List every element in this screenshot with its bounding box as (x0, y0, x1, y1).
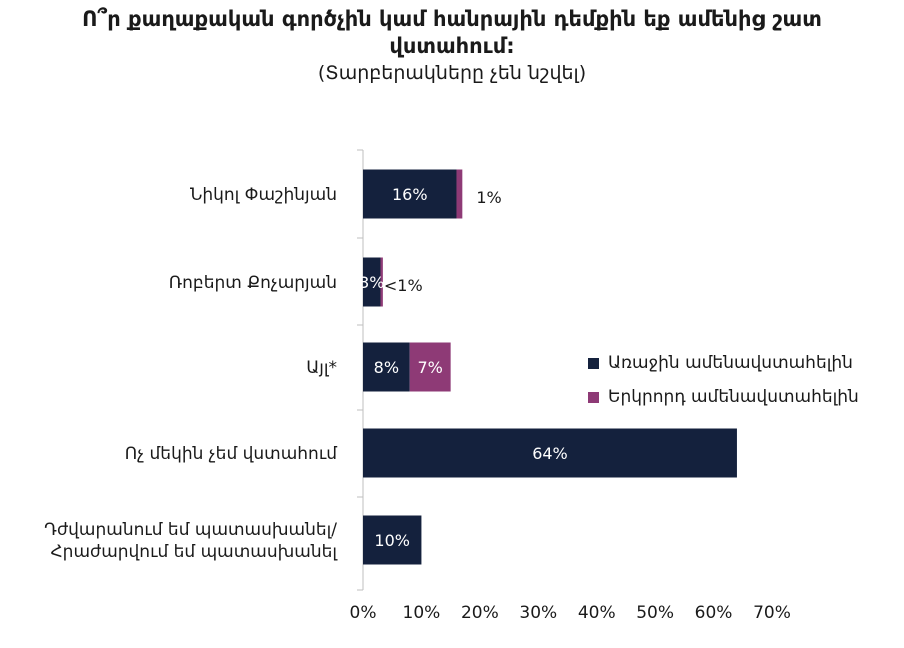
chart-title: Ո՞ր քաղաքական գործչին կամ հանրային դեմքի… (82, 7, 822, 58)
category-label: Հրաժարվում եմ պատասխանել (51, 542, 339, 562)
legend-swatch-first (588, 357, 599, 369)
x-tick-label: 50% (636, 603, 674, 623)
bar-second-trusted (409, 342, 451, 392)
bar-first-trusted (363, 515, 422, 565)
data-label-second: 7% (417, 358, 442, 377)
legend-swatch-second (588, 391, 599, 403)
x-tick-label: 30% (519, 603, 557, 623)
x-tick-label: 10% (403, 603, 441, 623)
category-label: Ռոբերտ Քոչարյան (169, 273, 337, 293)
x-tick-label: 70% (753, 603, 791, 623)
data-label-first: 64% (532, 444, 568, 463)
bar-first-trusted (363, 257, 381, 307)
chart-subtitle: (Տարբերակները չեն նշվել) (317, 62, 587, 84)
bar-second-trusted (380, 257, 383, 307)
data-label-first: 8% (374, 358, 399, 377)
x-tick-label: 60% (695, 603, 733, 623)
category-label: Ոչ մեկին չեմ վստահում (125, 444, 337, 464)
bar-second-trusted (456, 169, 463, 219)
category-label: Նիկոլ Փաշինյան (190, 185, 337, 205)
legend-item-first: Առաջին ամենավստահելին (588, 350, 859, 376)
category-label: Այլ* (306, 358, 337, 378)
data-label-second: <1% (384, 276, 423, 295)
legend-item-second: Երկրորդ ամենավստահելին (588, 384, 859, 410)
legend-label-second: Երկրորդ ամենավստահելին (608, 387, 859, 407)
x-tick-label: 40% (578, 603, 616, 623)
data-label-first: 16% (392, 185, 428, 204)
chart-header: Ո՞ր քաղաքական գործչին կամ հանրային դեմքի… (0, 6, 904, 86)
x-tick-label: 20% (461, 603, 499, 623)
chart-legend: Առաջին ամենավստահելին Երկրորդ ամենավստահ… (588, 350, 859, 418)
bar-first-trusted (363, 342, 410, 392)
legend-label-first: Առաջին ամենավստահելին (608, 353, 853, 373)
category-label: Դժվարանում եմ պատասխանել/ (44, 520, 337, 540)
bar-first-trusted (363, 169, 457, 219)
x-tick-label: 0% (350, 603, 377, 623)
data-label-first: 3% (359, 273, 384, 292)
bar-first-trusted (363, 428, 737, 478)
data-label-first: 10% (374, 531, 410, 550)
data-label-second: 1% (476, 188, 501, 207)
